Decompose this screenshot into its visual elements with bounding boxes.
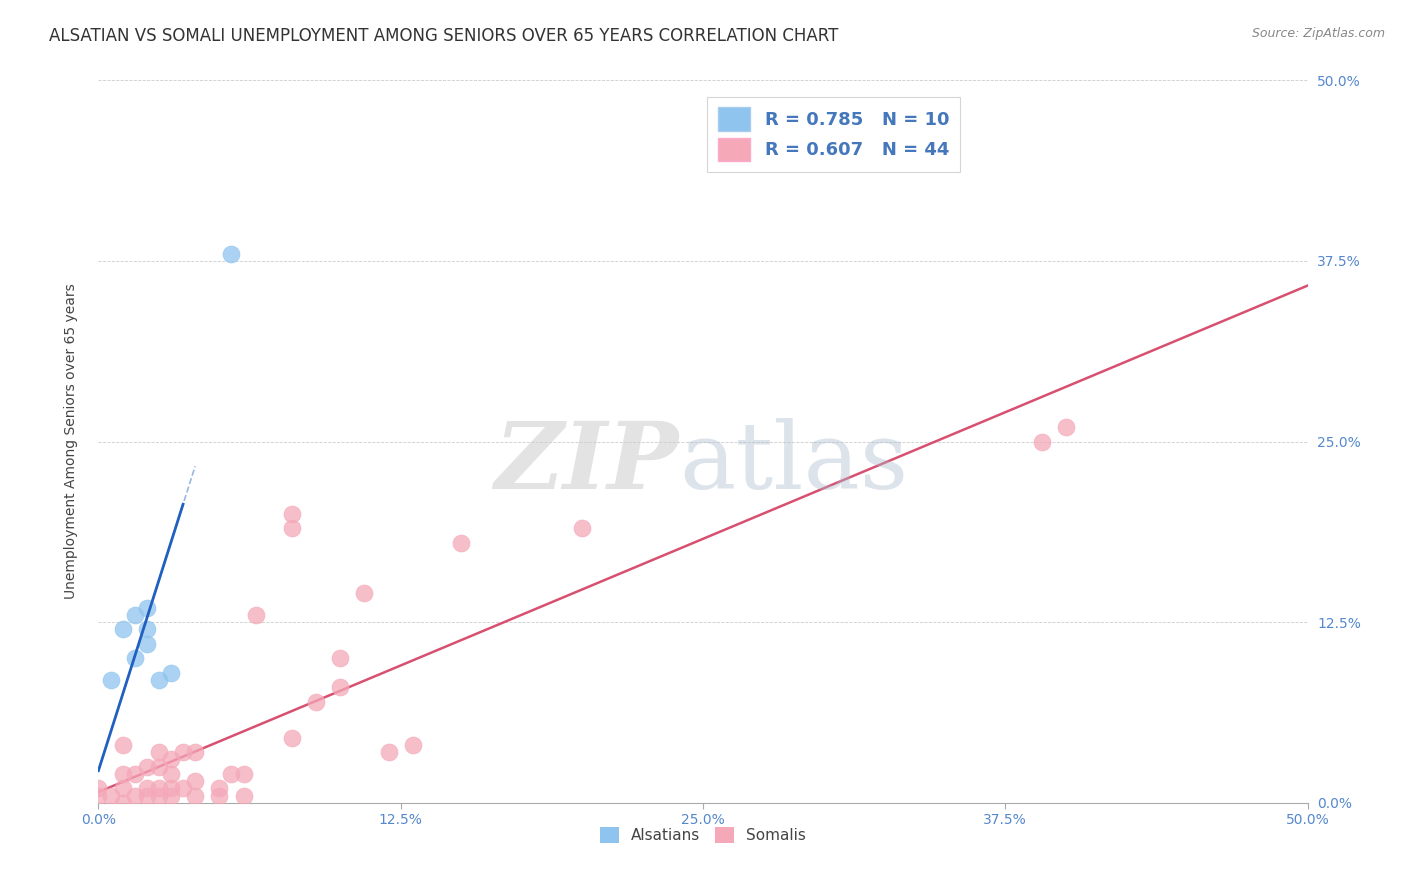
Point (208, 781, 231, 796)
Point (245, 607, 267, 622)
Point (377, 745, 399, 759)
Point (135, 760, 157, 774)
Point (111, 781, 134, 796)
Point (184, 774, 207, 789)
Point (87, 789, 110, 803)
Point (135, 623, 157, 637)
Point (148, 781, 170, 796)
Point (160, 781, 183, 796)
Point (281, 731, 304, 745)
Point (184, 789, 207, 803)
Text: ALSATIAN VS SOMALI UNEMPLOYMENT AMONG SENIORS OVER 65 YEARS CORRELATION CHART: ALSATIAN VS SOMALI UNEMPLOYMENT AMONG SE… (49, 27, 838, 45)
Point (160, 789, 183, 803)
Point (135, 781, 157, 796)
Point (111, 623, 134, 637)
Point (221, 246, 243, 260)
Point (232, 789, 254, 803)
Point (124, 651, 146, 665)
Point (402, 738, 425, 752)
Point (135, 600, 157, 615)
Point (353, 586, 375, 600)
Point (148, 745, 170, 759)
Point (172, 745, 194, 759)
Point (135, 637, 157, 651)
Text: ZIP: ZIP (495, 418, 679, 508)
Point (124, 607, 146, 622)
Legend: Alsatians, Somalis: Alsatians, Somalis (595, 822, 811, 849)
Text: atlas: atlas (679, 418, 908, 508)
Point (329, 680, 352, 694)
Point (160, 665, 183, 680)
Point (172, 781, 194, 796)
Point (184, 745, 207, 759)
Point (111, 767, 134, 781)
Point (305, 695, 328, 709)
Point (100, 789, 122, 803)
Point (148, 673, 170, 687)
Point (111, 738, 134, 752)
Point (232, 767, 254, 781)
Point (160, 767, 183, 781)
Point (1031, 434, 1053, 449)
Point (450, 535, 472, 549)
Point (281, 521, 304, 535)
Point (148, 760, 170, 774)
Point (221, 767, 243, 781)
Point (124, 767, 146, 781)
Point (87, 781, 110, 796)
Point (135, 789, 157, 803)
Point (281, 507, 304, 521)
Point (571, 521, 593, 535)
Point (329, 651, 352, 665)
Point (100, 673, 122, 687)
Y-axis label: Unemployment Among Seniors over 65 years: Unemployment Among Seniors over 65 years (63, 284, 77, 599)
Point (1054, 420, 1077, 434)
Point (160, 752, 183, 766)
Point (148, 789, 170, 803)
Text: Source: ZipAtlas.com: Source: ZipAtlas.com (1251, 27, 1385, 40)
Point (124, 789, 146, 803)
Point (208, 789, 231, 803)
Point (111, 796, 134, 810)
